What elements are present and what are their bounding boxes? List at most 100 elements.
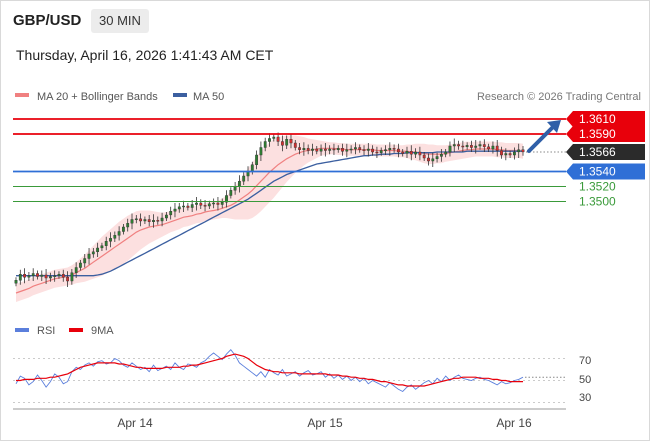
candle-body [78, 262, 82, 268]
candle-body [268, 138, 271, 142]
candle-body [341, 148, 344, 152]
candle-body [27, 275, 31, 278]
rsi-y-tick: 70 [579, 355, 591, 367]
candle-body [53, 275, 57, 277]
candle-body [517, 149, 521, 153]
candle-body [474, 145, 478, 148]
candle-body [491, 145, 495, 150]
candle-body [513, 151, 516, 156]
candle-body [156, 220, 160, 222]
candle-body [470, 145, 473, 148]
candle-body [302, 148, 306, 151]
candle-body [117, 231, 121, 236]
candle-body [203, 205, 207, 207]
x-tick-label: Apr 16 [496, 416, 532, 430]
candle-body [482, 144, 486, 147]
candle-body [74, 267, 78, 273]
candle-body [478, 144, 482, 147]
candle-body [44, 274, 48, 279]
candle-body [440, 153, 443, 157]
candle-body [379, 150, 383, 153]
level-tag [566, 126, 645, 142]
candle-body [311, 148, 314, 151]
candle-body [14, 280, 18, 284]
candle-body [173, 208, 177, 212]
candle-body [332, 148, 336, 151]
rsi-y-tick: 30 [579, 392, 591, 404]
rsi-ma9-line [16, 353, 523, 387]
candle-body [461, 145, 465, 148]
candle-body [388, 148, 392, 151]
timeframe-badge[interactable]: 30 MIN [91, 9, 149, 33]
candle-body [384, 149, 387, 151]
candle-body [392, 148, 396, 150]
candle-body [61, 274, 65, 278]
candle-body [508, 153, 512, 156]
candle-body [70, 272, 74, 282]
candle-body [225, 195, 228, 203]
candle-body [418, 151, 422, 156]
candle-body [199, 202, 203, 206]
ma20-legend-swatch [15, 93, 29, 97]
candle-body [207, 203, 211, 207]
x-tick-label: Apr 15 [307, 416, 343, 430]
candle-body [336, 148, 340, 151]
candle-body [229, 190, 233, 196]
level-label: 1.3610 [579, 112, 616, 126]
candle-body [130, 219, 134, 224]
candle-body [431, 158, 435, 162]
candle-body [435, 156, 439, 159]
candle-body [147, 219, 151, 222]
candle-body [521, 149, 525, 153]
candle-body [242, 175, 246, 182]
level-label: 1.3566 [579, 145, 616, 159]
candle-body [126, 223, 130, 228]
datetime-text: Thursday, April 16, 2026 1:41:43 AM CET [16, 47, 274, 63]
candle-body [250, 164, 254, 172]
candle-body [354, 147, 357, 150]
ma50-legend-label: MA 50 [193, 91, 224, 103]
candle-body [448, 145, 452, 153]
candle-body [281, 141, 284, 146]
ma50-line [16, 150, 523, 277]
candle-body [212, 202, 215, 205]
candle-body [328, 148, 332, 151]
candle-body [422, 154, 426, 159]
candle-body [66, 277, 70, 282]
candle-body [23, 274, 26, 278]
scenario-arrow-head [547, 120, 561, 133]
candle-body [18, 274, 22, 281]
rsi-y-tick: 50 [579, 374, 591, 386]
candle-body [36, 273, 39, 277]
rsi-line [15, 349, 524, 393]
candle-body [405, 150, 409, 154]
level-label: 1.3590 [579, 127, 616, 141]
candle-body [169, 210, 173, 216]
candle-body [289, 138, 293, 144]
level-label: 1.3520 [579, 180, 616, 194]
symbol-title: GBP/USD [13, 12, 82, 29]
candle-body [121, 226, 125, 232]
candle-body [500, 150, 503, 156]
candle-body [113, 235, 117, 239]
candle-body [272, 136, 276, 139]
candle-body [285, 138, 289, 146]
rsi-legend-label: RSI [37, 325, 55, 337]
candle-body [487, 146, 490, 150]
ma20-legend-label: MA 20 + Bollinger Bands [37, 91, 158, 103]
candle-body [182, 205, 185, 208]
candle-body [195, 202, 198, 205]
candle-body [366, 148, 370, 151]
candle-body [371, 148, 374, 153]
candle-body [397, 148, 400, 153]
candle-body [100, 245, 104, 249]
candle-body [109, 238, 112, 242]
candle-body [134, 218, 138, 221]
candle-body [160, 217, 164, 222]
x-tick-label: Apr 14 [117, 416, 153, 430]
candle-body [315, 148, 319, 152]
candle-body [104, 240, 108, 246]
